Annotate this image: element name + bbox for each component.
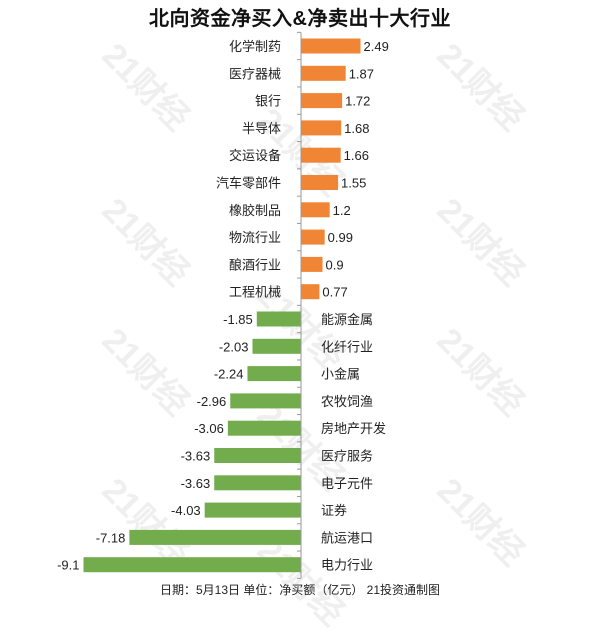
bar-chart: 化学制药 2.49 医疗器械 1.87 银行 1.72 半导体 1.68 交运设备 1.66 汽车零…	[57, 31, 389, 579]
category-label: 房地产开发	[321, 421, 386, 436]
bar	[301, 120, 342, 136]
bar	[204, 502, 301, 518]
category-label: 半导体	[242, 121, 281, 136]
bar	[301, 65, 346, 81]
bar	[256, 311, 301, 327]
value-label: -3.63	[181, 449, 211, 464]
value-label: 1.87	[349, 66, 374, 81]
value-label: 1.2	[333, 203, 351, 218]
bar	[252, 338, 301, 354]
value-label: -3.06	[194, 421, 224, 436]
category-label: 交运设备	[229, 148, 281, 163]
bar	[301, 38, 361, 54]
value-label: 1.68	[344, 121, 369, 136]
value-label: 0.77	[322, 285, 347, 300]
category-label: 航运港口	[321, 530, 373, 545]
bar	[301, 175, 339, 190]
bar	[247, 366, 301, 382]
value-label: -2.24	[214, 367, 244, 382]
category-label: 电子元件	[321, 476, 373, 491]
category-label: 物流行业	[229, 230, 281, 245]
category-label: 医疗器械	[229, 66, 281, 81]
bar	[214, 475, 301, 491]
category-label: 化纤行业	[321, 339, 373, 354]
value-label: 1.72	[345, 94, 370, 109]
category-label: 证券	[321, 503, 347, 518]
bar	[301, 284, 320, 300]
value-label: 0.99	[328, 230, 353, 245]
category-label: 酿酒行业	[229, 257, 281, 272]
value-label: 1.55	[341, 176, 366, 191]
chart-title: 北向资金净买入&净卖出十大行业	[149, 8, 451, 30]
chart-footer: 日期：5月13日 单位：净买额（亿元） 21投资通制图	[159, 583, 441, 597]
category-label: 工程机械	[229, 285, 281, 300]
bar	[214, 448, 301, 463]
bar	[227, 420, 301, 436]
category-label: 银行	[255, 94, 281, 109]
bar	[301, 256, 323, 272]
value-label: -9.1	[57, 558, 79, 573]
value-label: 0.9	[326, 257, 344, 272]
bar	[301, 147, 341, 163]
category-label: 电力行业	[321, 558, 373, 573]
bar	[83, 557, 301, 573]
value-label: 1.66	[344, 148, 369, 163]
value-label: -2.96	[197, 394, 227, 409]
value-label: -1.85	[223, 312, 253, 327]
value-label: -7.18	[96, 530, 126, 545]
category-label: 汽车零部件	[216, 176, 281, 191]
category-label: 化学制药	[229, 39, 281, 54]
bar	[129, 529, 301, 545]
category-label: 小金属	[321, 367, 360, 382]
bar	[230, 393, 301, 409]
value-label: 2.49	[364, 39, 389, 54]
bar	[301, 229, 325, 245]
category-label: 能源金属	[321, 312, 373, 327]
bar	[301, 202, 330, 218]
category-label: 橡胶制品	[229, 203, 281, 218]
bar	[301, 93, 343, 109]
value-label: -4.03	[171, 503, 201, 518]
value-label: -2.03	[219, 339, 249, 354]
category-label: 农牧饲渔	[321, 394, 373, 409]
value-label: -3.63	[181, 476, 211, 491]
category-label: 医疗服务	[321, 449, 373, 464]
